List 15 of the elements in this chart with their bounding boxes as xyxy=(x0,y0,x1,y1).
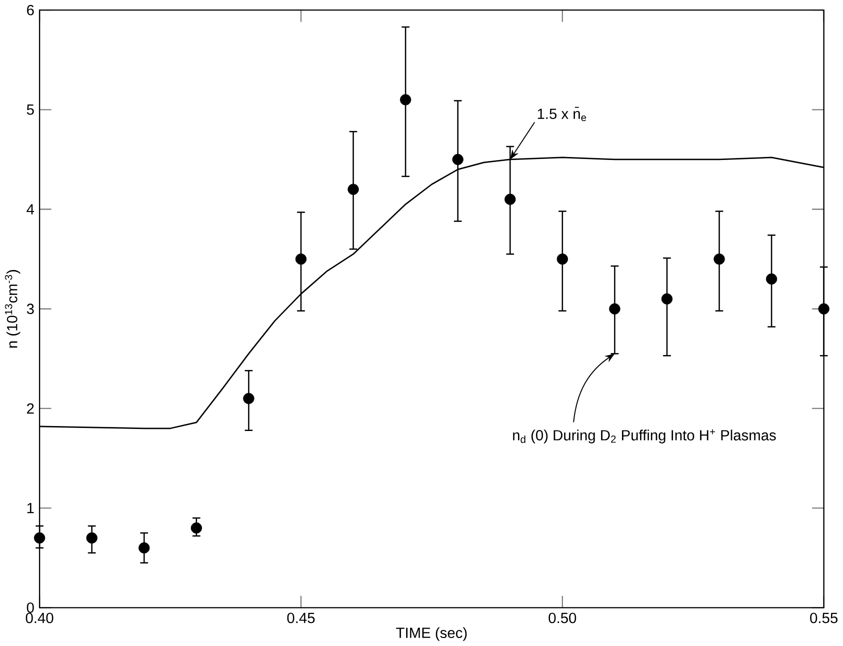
x-tick-label: 0.50 xyxy=(548,612,576,624)
x-tick-label: 0.45 xyxy=(287,612,315,624)
annotation: n$_{d}$ (0) During D$_{2}$ Puffing Into H$^{+}$ Plasmas xyxy=(513,429,776,444)
x-tick-label: 0.40 xyxy=(26,612,54,624)
x-tick-label: 0.55 xyxy=(810,612,838,624)
y-tick-label: 3 xyxy=(26,304,34,314)
y-axis-title: n (10$^{13}$cm$^{-3}$) xyxy=(4,270,20,348)
x-axis-title: TIME (sec) xyxy=(396,627,467,642)
y-tick-label: 1 xyxy=(27,503,34,514)
y-tick-label: 6 xyxy=(27,4,34,16)
y-tick-label: 4 xyxy=(26,204,34,214)
y-tick-label: 2 xyxy=(27,403,34,414)
y-tick-label: 0 xyxy=(26,602,34,613)
y-tick-label: 5 xyxy=(26,104,34,115)
annotation: 1.5 x n̄$_{e}$ xyxy=(538,106,586,122)
